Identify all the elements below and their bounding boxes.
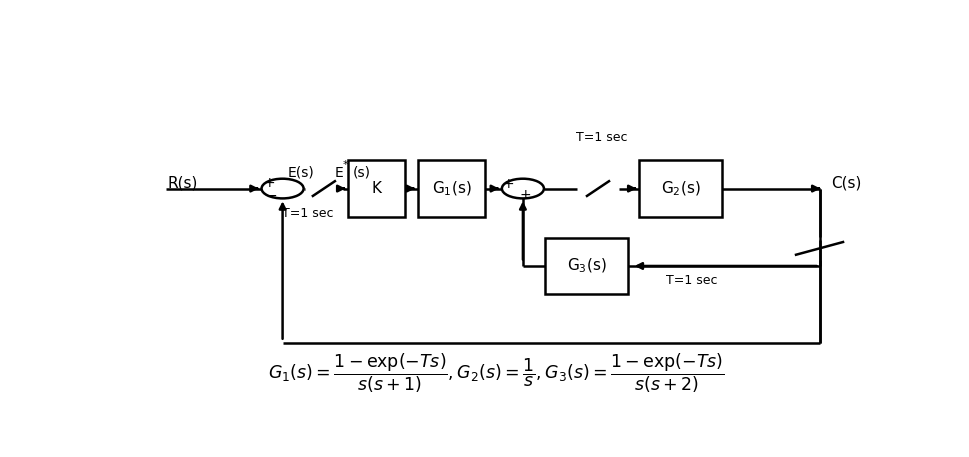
Text: T=1 sec: T=1 sec xyxy=(666,274,718,287)
Text: E: E xyxy=(334,166,343,180)
Text: K: K xyxy=(371,181,382,196)
Bar xyxy=(348,160,405,217)
Text: C(s): C(s) xyxy=(830,176,861,191)
Text: G$_3$(s): G$_3$(s) xyxy=(567,257,607,275)
Text: T=1 sec: T=1 sec xyxy=(282,207,333,220)
Text: T=1 sec: T=1 sec xyxy=(576,131,628,144)
Circle shape xyxy=(502,179,544,198)
Text: +: + xyxy=(502,177,514,191)
Text: R(s): R(s) xyxy=(168,176,198,191)
Text: +: + xyxy=(519,188,531,202)
Text: $G_1(s) = \dfrac{1-\exp(-Ts)}{s(s+1)},G_2(s) = \dfrac{1}{s},G_3(s) = \dfrac{1-\e: $G_1(s) = \dfrac{1-\exp(-Ts)}{s(s+1)},G_… xyxy=(268,351,725,395)
Bar xyxy=(546,238,628,294)
Text: G$_2$(s): G$_2$(s) xyxy=(661,179,701,198)
Text: (s): (s) xyxy=(353,166,370,180)
Text: E(s): E(s) xyxy=(288,166,315,180)
Bar xyxy=(640,160,722,217)
Circle shape xyxy=(262,179,303,198)
Text: G$_1$(s): G$_1$(s) xyxy=(432,179,471,198)
Text: −: − xyxy=(266,189,277,202)
Bar xyxy=(418,160,485,217)
Text: +: + xyxy=(264,176,275,190)
Text: *: * xyxy=(343,160,348,170)
